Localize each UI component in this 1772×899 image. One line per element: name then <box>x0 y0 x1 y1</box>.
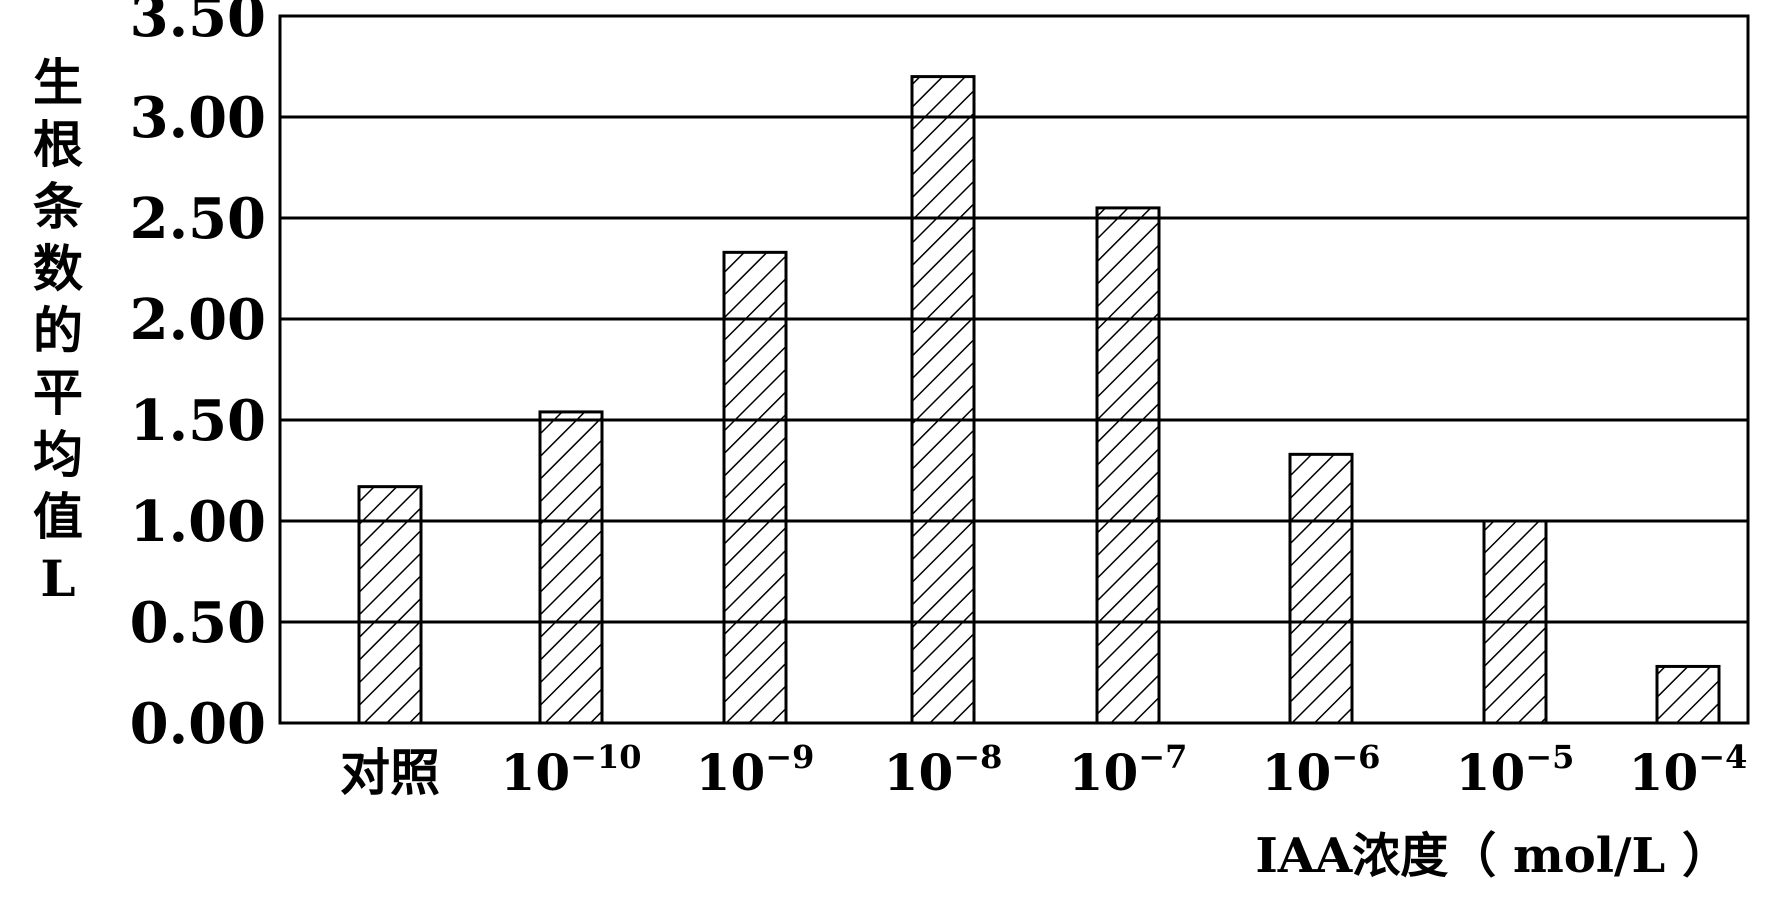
plot-frame <box>278 14 1750 725</box>
bars <box>357 75 1721 725</box>
x-axis-ticks: 对照 10−10 10−9 10−8 10−7 10−6 10−5 10−4 <box>340 738 1747 802</box>
bar <box>538 410 604 725</box>
y-axis-label: 生根条数的平均值 L <box>33 53 83 608</box>
y-axis-ticks: 0.00 0.50 1.00 1.50 2.00 2.50 3.00 3.50 <box>130 0 266 757</box>
x-tick-exponent: −4 <box>1698 738 1747 776</box>
y-tick-label: 3.50 <box>130 0 266 50</box>
x-tick-base: 10 <box>1069 743 1139 802</box>
y-tick-label: 3.00 <box>130 85 266 151</box>
y-axis-label-char: 值 <box>33 487 83 546</box>
y-axis-label-char: 均 <box>33 425 83 484</box>
y-axis-label-char: 条 <box>33 177 83 236</box>
x-tick-exponent: −6 <box>1331 738 1380 776</box>
y-tick-label: 0.00 <box>130 691 266 757</box>
x-tick-label: 对照 <box>340 743 440 802</box>
x-tick-label: 10−8 <box>884 738 1003 802</box>
bar <box>1482 519 1548 725</box>
y-tick-label: 2.00 <box>130 287 266 353</box>
x-tick-label: 10−6 <box>1262 738 1381 802</box>
x-tick-base: 对照 <box>340 743 440 802</box>
y-axis-label-char: 平 <box>33 363 83 422</box>
bar <box>910 75 976 725</box>
y-axis-label-char: 根 <box>33 115 83 174</box>
x-tick-exponent: −5 <box>1525 738 1574 776</box>
y-axis-label-char: 生 <box>33 53 83 112</box>
bar <box>722 250 788 725</box>
x-tick-base: 10 <box>1262 743 1332 802</box>
x-tick-exponent: −7 <box>1138 738 1187 776</box>
x-tick-exponent: −10 <box>570 738 641 776</box>
y-axis-label-char: L <box>40 549 75 608</box>
y-tick-label: 1.50 <box>130 388 266 454</box>
x-tick-label: 10−10 <box>501 738 642 802</box>
bar <box>357 485 423 725</box>
x-tick-label: 10−7 <box>1069 738 1188 802</box>
x-axis-label: IAA浓度（ mol/L ） <box>1255 828 1730 884</box>
x-tick-exponent: −9 <box>765 738 814 776</box>
y-axis-label-char: 数 <box>33 239 83 298</box>
bar <box>1095 206 1161 725</box>
bar <box>1655 664 1721 725</box>
x-tick-base: 10 <box>1629 743 1699 802</box>
x-tick-label: 10−9 <box>696 738 815 802</box>
x-tick-exponent: −8 <box>953 738 1002 776</box>
x-tick-base: 10 <box>884 743 954 802</box>
y-axis-label-char: 的 <box>33 301 83 360</box>
bar <box>1288 452 1354 725</box>
x-tick-base: 10 <box>501 743 571 802</box>
y-tick-label: 1.00 <box>130 489 266 555</box>
x-tick-base: 10 <box>696 743 766 802</box>
x-tick-base: 10 <box>1456 743 1526 802</box>
y-tick-label: 0.50 <box>130 590 266 656</box>
x-tick-label: 10−4 <box>1629 738 1748 802</box>
x-tick-label: 10−5 <box>1456 738 1575 802</box>
y-tick-label: 2.50 <box>130 186 266 252</box>
